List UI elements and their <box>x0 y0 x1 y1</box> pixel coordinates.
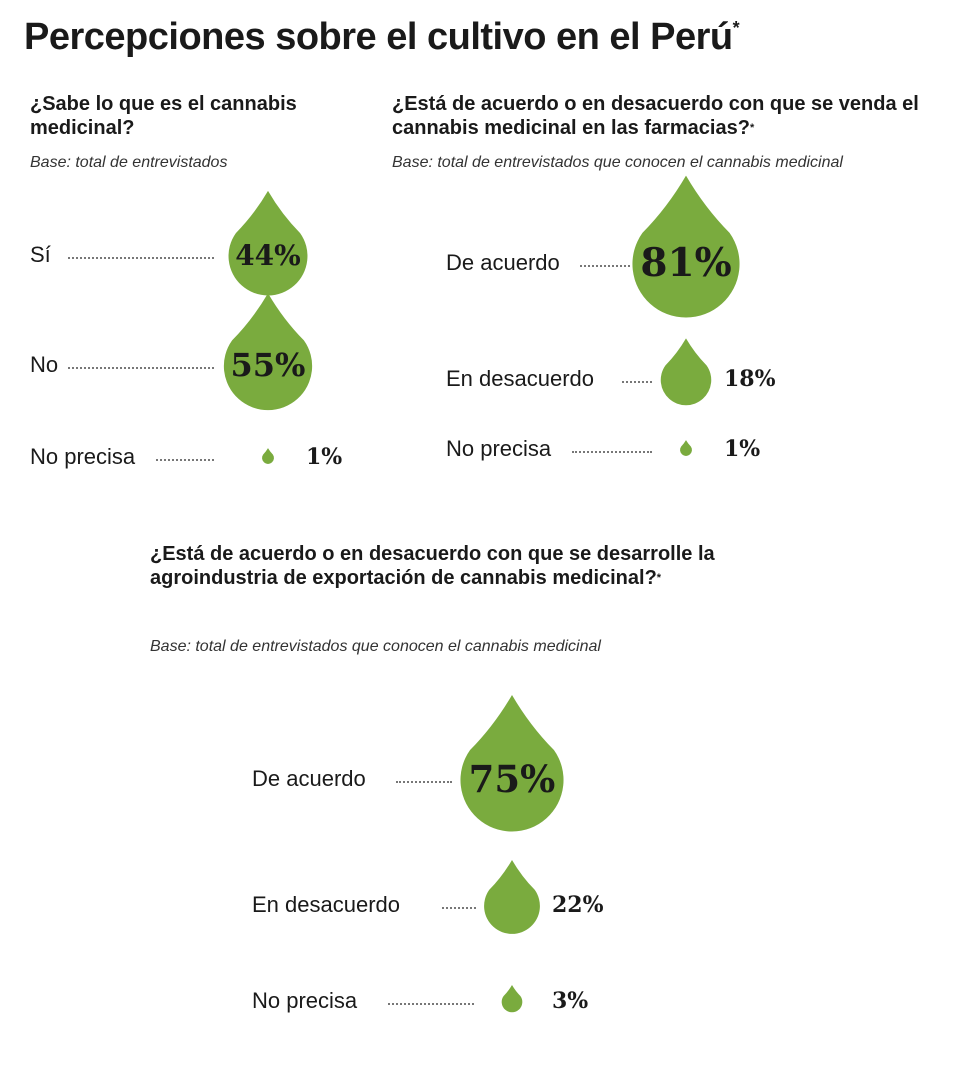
chart-1-leader-line-3 <box>156 459 214 461</box>
chart-2-leader-line-2 <box>622 381 652 383</box>
chart-3-question-mark: * <box>656 572 662 584</box>
chart-3-category-label-1: De acuerdo <box>252 766 366 791</box>
chart-3-category-label-3: No precisa <box>252 988 358 1013</box>
chart-1-base: Base: total de entrevistados <box>30 154 228 171</box>
chart-3-base: Base: total de entrevistados que conocen… <box>150 638 601 655</box>
chart-2-question-text: ¿Está de acuerdo o en desacuerdo con que… <box>392 93 919 139</box>
chart-3-category-label-2: En desacuerdo <box>252 892 400 917</box>
page-title-mark: * <box>732 18 740 38</box>
chart-3-value-label-3: 3% <box>552 988 589 1015</box>
page-title: Percepciones sobre el cultivo en el Perú… <box>24 16 740 59</box>
chart-3-value-label-2: 22% <box>552 892 604 919</box>
chart-1-drop-3 <box>262 448 274 464</box>
page-title-text: Percepciones sobre el cultivo en el Perú <box>24 16 733 58</box>
chart-3-value-label-1: 75% <box>468 757 556 802</box>
chart-1-value-label-2: 55% <box>230 346 306 385</box>
chart-2-question-mark: * <box>749 122 755 134</box>
chart-3-drop-3 <box>501 984 523 1013</box>
chart-2-leader-line-3 <box>572 451 652 453</box>
chart-1-value-label-1: 44% <box>235 238 301 272</box>
chart-3-leader-line-3 <box>388 1003 474 1005</box>
chart-1-category-label-2: No <box>30 352 59 377</box>
chart-1-drop-1 <box>228 190 308 296</box>
chart-2-value-label-3: 1% <box>724 436 761 463</box>
chart-2-question: ¿Está de acuerdo o en desacuerdo con que… <box>392 92 952 140</box>
chart-1-value-label-3: 1% <box>306 444 343 471</box>
chart-2-leader-line-1 <box>580 265 630 267</box>
chart-2-category-label-1: De acuerdo <box>446 250 560 275</box>
chart-2-category-label-2: En desacuerdo <box>446 366 594 391</box>
chart-3-leader-line-1 <box>396 781 452 783</box>
chart-1-category-label-3: No precisa <box>30 444 136 469</box>
chart-2-drop-1 <box>632 175 740 318</box>
chart-2-drop-3 <box>680 440 692 456</box>
chart-3-leader-line-2 <box>442 907 476 909</box>
chart-1-category-label-1: Sí <box>30 242 51 267</box>
chart-2-category-label-3: No precisa <box>446 436 552 461</box>
chart-2-value-label-2: 18% <box>724 366 776 393</box>
chart-3-question-text: ¿Está de acuerdo o en desacuerdo con que… <box>150 543 715 589</box>
chart-2-drop-2 <box>660 338 712 406</box>
chart-2-base: Base: total de entrevistados que conocen… <box>392 154 843 171</box>
chart-1-question: ¿Sabe lo que es el cannabis medicinal? <box>30 92 350 140</box>
chart-2-value-label-1: 81% <box>640 239 732 286</box>
chart-3-drop-2 <box>484 859 540 934</box>
chart-3-drop-1 <box>460 694 564 832</box>
chart-1-leader-line-1 <box>68 257 214 259</box>
chart-1-question-text: ¿Sabe lo que es el cannabis medicinal? <box>30 93 297 139</box>
chart-3-question: ¿Está de acuerdo o en desacuerdo con que… <box>150 542 830 590</box>
chart-1-leader-line-2 <box>68 367 214 369</box>
chart-1-drop-2 <box>223 293 313 411</box>
